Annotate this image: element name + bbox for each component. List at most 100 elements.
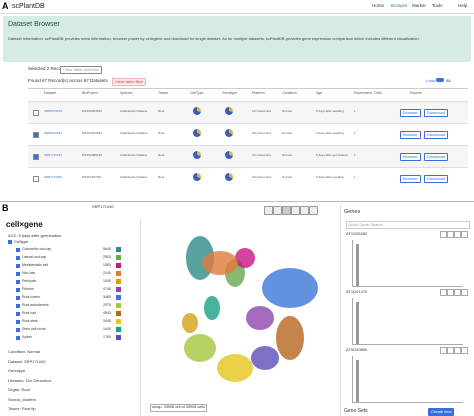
panel-label: A — [2, 1, 9, 11]
toolbar-icon — [273, 206, 282, 215]
table-cell: PRJNA489130 — [82, 153, 102, 157]
metadata-field: Condition: Normal — [8, 349, 41, 354]
toolbar-icon — [282, 206, 291, 215]
cell-cluster — [262, 268, 318, 308]
color-swatch — [116, 287, 121, 292]
checkbox — [16, 304, 20, 308]
color-swatch — [116, 247, 121, 252]
toolbar-icon — [309, 206, 318, 215]
table-cell: Normal — [282, 153, 292, 157]
left-panel — [0, 219, 141, 416]
toggle-label: All — [446, 78, 451, 83]
toolbar-icon — [291, 206, 300, 215]
toggle-switch — [436, 78, 444, 82]
table-cell: Arabidopsis thaliana — [120, 153, 148, 157]
table-cell: 10x Genomics — [252, 175, 272, 179]
category-count: 5640 — [103, 247, 111, 251]
nav-link[interactable]: Browser — [391, 3, 408, 8]
info-text: Dataset information. scPlantDB provides … — [8, 36, 420, 41]
create-button[interactable]: Create new — [428, 408, 455, 416]
category-label: Lateral root cap — [22, 255, 47, 259]
histogram-axis — [352, 298, 463, 345]
category-label: Pericycle — [22, 279, 37, 283]
category-label: Stem cell niche — [22, 327, 46, 331]
category-count: 3485 — [103, 295, 111, 299]
download-button[interactable]: Download — [424, 175, 448, 183]
table-cell: SRR5070941 — [44, 131, 63, 135]
table-cell: SRR7711430 — [44, 153, 62, 157]
table-header: Condition — [282, 91, 297, 95]
table-cell: 5 days after seedling — [316, 109, 344, 113]
age-label: ACE: 5 days after germination — [8, 233, 62, 238]
pie-icon — [225, 107, 233, 115]
gene-action — [461, 347, 468, 354]
browser-button[interactable]: Browser — [400, 153, 421, 161]
category-label: Non-hair — [22, 271, 36, 275]
table-cell: SRR5070979 — [44, 109, 63, 113]
histogram-bar — [356, 244, 359, 286]
clear-filter-button[interactable]: Clear table filter — [112, 78, 147, 86]
table-cell: 1 — [354, 109, 356, 113]
checkbox — [16, 248, 20, 252]
browser-button[interactable]: Browser — [400, 175, 421, 183]
browser-button[interactable]: Browser — [400, 131, 421, 139]
checkbox — [16, 320, 20, 324]
category-label: Columella root cap — [22, 247, 52, 251]
nav-link[interactable]: Help — [458, 3, 468, 8]
checkbox — [16, 288, 20, 292]
download-button[interactable]: Download — [424, 131, 448, 139]
checkbox — [16, 336, 20, 340]
gene-name: AT1G01470 — [346, 289, 368, 294]
pie-icon — [225, 173, 233, 181]
table-cell: SRR7710066 — [44, 175, 63, 179]
pie-icon — [193, 173, 201, 181]
color-swatch — [116, 319, 121, 324]
table-header: BioProject — [82, 91, 98, 95]
pie-icon — [193, 151, 201, 159]
category-label: Meristematic cell — [22, 263, 49, 267]
umap-label: umap: 33906 out of 33906 cells — [150, 404, 207, 412]
nav-link[interactable]: Marker — [412, 3, 427, 8]
download-button[interactable]: Download — [424, 153, 448, 161]
color-swatch — [116, 295, 121, 300]
nav-link[interactable]: Tools — [432, 3, 443, 8]
row-checkbox — [33, 110, 39, 116]
row-checkbox — [33, 154, 39, 160]
table-cell: 10x Genomics — [252, 131, 272, 135]
table-cell: Root — [158, 153, 165, 157]
gene-action — [461, 289, 468, 296]
table-row — [28, 101, 468, 124]
cell-cluster — [202, 251, 238, 275]
toggle-label: Load — [426, 78, 435, 83]
cell-cluster — [235, 248, 255, 268]
pie-icon — [193, 107, 201, 115]
color-swatch — [116, 303, 121, 308]
table-cell: 1 — [354, 131, 356, 135]
download-button[interactable]: Download — [424, 109, 448, 117]
umap-plot — [182, 236, 318, 382]
table-header: Cells — [374, 91, 382, 95]
metadata-field: Genotype — [8, 368, 26, 373]
top-bar — [0, 0, 474, 14]
gene-action — [454, 289, 461, 296]
table-cell: Root — [158, 109, 165, 113]
checkbox — [16, 264, 20, 268]
nav-link[interactable]: Home — [372, 3, 385, 8]
table-header: CellType — [190, 91, 204, 95]
category-label: Xylem — [22, 335, 32, 339]
category-label: Root hair — [22, 311, 37, 315]
row-checkbox — [33, 176, 39, 182]
category-count: 4745 — [103, 287, 111, 291]
table-cell: PRJNA354543 — [82, 109, 102, 113]
gene-search[interactable]: Quick Gene Search — [346, 221, 470, 229]
cell-cluster — [246, 306, 274, 330]
cell-cluster — [204, 296, 220, 320]
metadata-field: Organ: Root — [8, 387, 30, 392]
browser-button[interactable]: Browser — [400, 109, 421, 117]
clear-selection-button[interactable]: Clear table selection — [60, 66, 103, 74]
table-cell: PRJNA517021 — [82, 175, 102, 179]
table-cell: 5 days after seedling — [316, 175, 344, 179]
gene-action — [454, 347, 461, 354]
